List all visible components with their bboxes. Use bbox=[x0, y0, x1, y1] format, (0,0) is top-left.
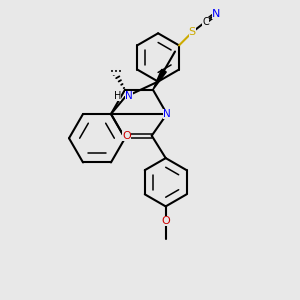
Text: •••: ••• bbox=[110, 69, 122, 75]
Text: S: S bbox=[189, 27, 196, 37]
Text: N: N bbox=[125, 91, 133, 100]
Text: N: N bbox=[163, 109, 171, 119]
Text: O: O bbox=[161, 216, 170, 226]
Text: C: C bbox=[202, 17, 209, 27]
Text: O: O bbox=[122, 131, 131, 141]
Polygon shape bbox=[153, 69, 166, 90]
Text: N: N bbox=[212, 9, 220, 19]
Text: H: H bbox=[114, 91, 122, 100]
